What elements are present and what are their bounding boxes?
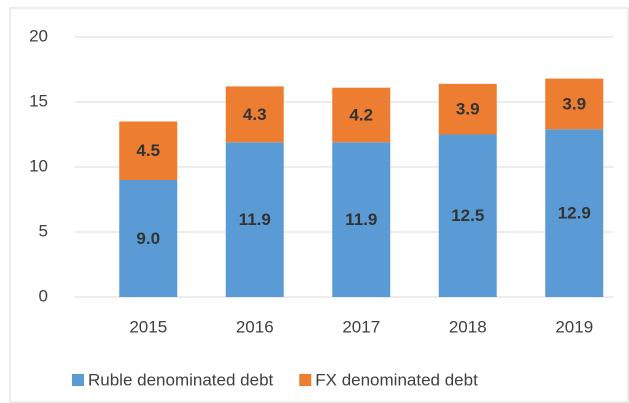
data-label: 12.5 bbox=[451, 206, 484, 225]
x-tick-label: 2015 bbox=[129, 317, 167, 336]
legend-swatch bbox=[72, 374, 84, 386]
bar-segment bbox=[225, 86, 284, 143]
data-label: 4.2 bbox=[349, 105, 373, 124]
data-label: 4.3 bbox=[243, 105, 267, 124]
x-tick-label: 2016 bbox=[236, 317, 274, 336]
bar-segment bbox=[119, 121, 178, 180]
x-tick-label: 2019 bbox=[555, 317, 593, 336]
legend-label: Ruble denominated debt bbox=[88, 370, 274, 389]
bar-segment bbox=[545, 78, 604, 130]
bar-segment bbox=[545, 129, 604, 297]
x-tick-label: 2018 bbox=[449, 317, 487, 336]
data-label: 9.0 bbox=[136, 229, 160, 248]
data-label: 11.9 bbox=[239, 210, 271, 229]
x-tick-label: 2017 bbox=[342, 317, 380, 336]
bar-segment bbox=[438, 134, 497, 297]
y-tick-label: 0 bbox=[39, 286, 48, 305]
data-label: 3.9 bbox=[456, 100, 480, 119]
bar-segment bbox=[332, 142, 391, 297]
bar-segment bbox=[225, 142, 284, 297]
chart-border bbox=[9, 7, 629, 403]
y-tick-label: 5 bbox=[39, 221, 48, 240]
bar-segment bbox=[332, 87, 391, 143]
data-label: 3.9 bbox=[562, 94, 586, 113]
legend-swatch bbox=[299, 374, 312, 386]
y-tick-label: 15 bbox=[29, 91, 48, 110]
y-tick-label: 20 bbox=[29, 26, 48, 45]
bar-segment bbox=[438, 83, 497, 135]
data-label: 11.9 bbox=[345, 210, 377, 229]
bar-segment bbox=[119, 180, 178, 297]
data-label: 12.9 bbox=[558, 204, 591, 223]
data-label: 4.5 bbox=[136, 141, 160, 160]
y-tick-label: 10 bbox=[29, 156, 48, 175]
legend-label: FX denominated debt bbox=[315, 370, 478, 389]
